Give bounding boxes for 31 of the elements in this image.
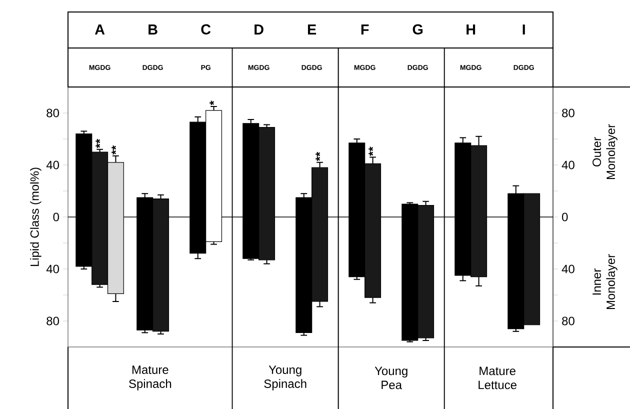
y-axis-title: Lipid Class (mol%) [30, 168, 42, 266]
x-tick-label: F [361, 24, 369, 34]
text: Mature Lettuce [478, 366, 516, 390]
x-tick-label: C [201, 24, 211, 34]
text: Inner Monolayer [592, 254, 618, 310]
x-tick-label: B [148, 24, 158, 34]
x-tick-label: A [94, 24, 105, 34]
annotation: ** [96, 138, 100, 148]
y2-tick-label: 40 [562, 160, 574, 170]
y-tick-label: 80 [46, 316, 60, 326]
x-tick-label: I [522, 24, 525, 34]
x-tick-label: H [466, 24, 476, 34]
annotation: ** [316, 152, 320, 162]
y-tick-label: 0 [53, 212, 60, 222]
text: Outer Monolayer [592, 124, 618, 180]
text: Young Spinach [264, 366, 306, 390]
y-tick-label: 80 [46, 108, 60, 118]
y2-tick-label: 0 [562, 212, 568, 222]
y2-tick-label: 80 [562, 316, 574, 326]
y2-tick-label: 80 [562, 108, 574, 118]
annotation: * [210, 100, 214, 106]
x-tick-label: D [254, 24, 264, 34]
annotation: ** [368, 146, 374, 156]
y-tick-label: 40 [46, 160, 60, 170]
annotation: ** [112, 145, 116, 155]
y-tick-label: 40 [46, 264, 60, 274]
text: Young Pea [374, 366, 408, 390]
y2-tick-label: 40 [562, 264, 574, 274]
x-tick-label: E [308, 24, 316, 34]
text: Mature Spinach [129, 366, 172, 390]
x-tick-label: G [412, 24, 423, 34]
